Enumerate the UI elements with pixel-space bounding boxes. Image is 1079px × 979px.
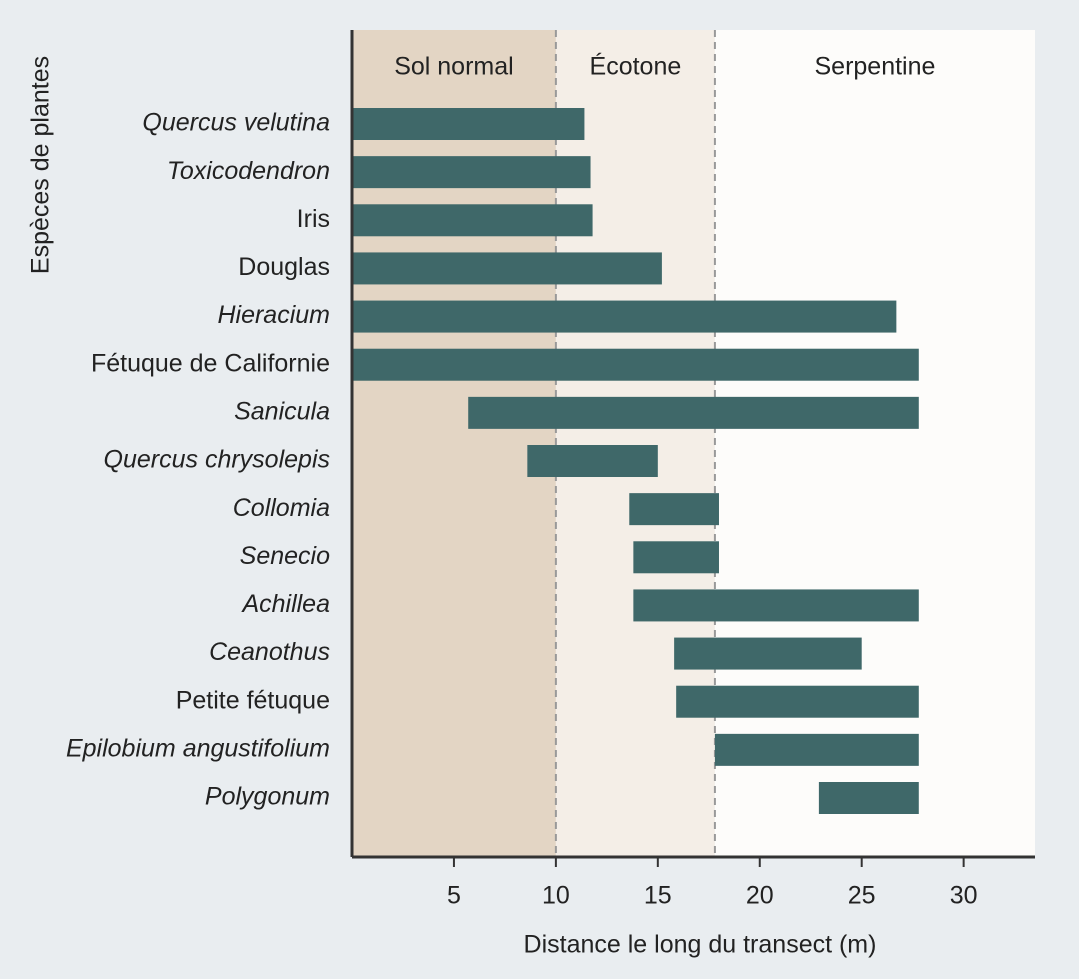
- bar: [352, 348, 919, 381]
- zone-label: Écotone: [590, 52, 682, 81]
- bar: [352, 300, 897, 333]
- bar: [352, 252, 662, 285]
- y-tick-label: Epilobium angustifolium: [66, 734, 330, 762]
- bar: [676, 685, 919, 718]
- zone-label: Serpentine: [814, 53, 935, 81]
- x-axis-label: Distance le long du transect (m): [524, 931, 877, 959]
- bar: [527, 445, 658, 477]
- y-tick-label: Collomia: [233, 494, 330, 522]
- y-tick-label: Polygonum: [205, 783, 330, 811]
- zone-label: Sol normal: [394, 53, 514, 81]
- x-tick-label: 20: [746, 882, 774, 910]
- y-tick-label: Petite fétuque: [176, 686, 330, 714]
- x-tick-label: 10: [542, 882, 570, 910]
- bar: [674, 637, 862, 670]
- y-tick-label: Douglas: [238, 253, 330, 281]
- x-tick-label: 25: [848, 882, 876, 910]
- bar: [818, 782, 919, 814]
- zone: [352, 30, 556, 857]
- y-tick-label: Ceanothus: [209, 638, 330, 666]
- y-tick-label: Iris: [297, 205, 330, 233]
- y-tick-label: Hieracium: [217, 301, 330, 329]
- bar: [468, 396, 919, 429]
- y-tick-label: Fétuque de Californie: [91, 349, 330, 377]
- y-tick-label: Senecio: [240, 542, 330, 570]
- zone: [714, 30, 1035, 857]
- bar: [629, 493, 719, 526]
- bar: [352, 204, 593, 237]
- bar: [352, 108, 585, 140]
- x-tick-label: 30: [950, 882, 978, 910]
- y-tick-label: Quercus velutina: [142, 109, 330, 137]
- x-tick-label: 15: [644, 882, 672, 910]
- y-tick-label: Toxicodendron: [167, 157, 330, 185]
- y-tick-label: Achillea: [240, 590, 330, 618]
- bar: [633, 589, 919, 622]
- y-tick-label: Sanicula: [234, 397, 330, 425]
- y-axis-label: Espèces de plantes: [27, 56, 55, 274]
- x-tick-label: 5: [447, 882, 461, 910]
- y-tick-label: Quercus chrysolepis: [104, 446, 330, 474]
- bar: [352, 156, 591, 189]
- bar: [633, 541, 719, 574]
- bar: [714, 733, 919, 766]
- zone: [555, 30, 715, 857]
